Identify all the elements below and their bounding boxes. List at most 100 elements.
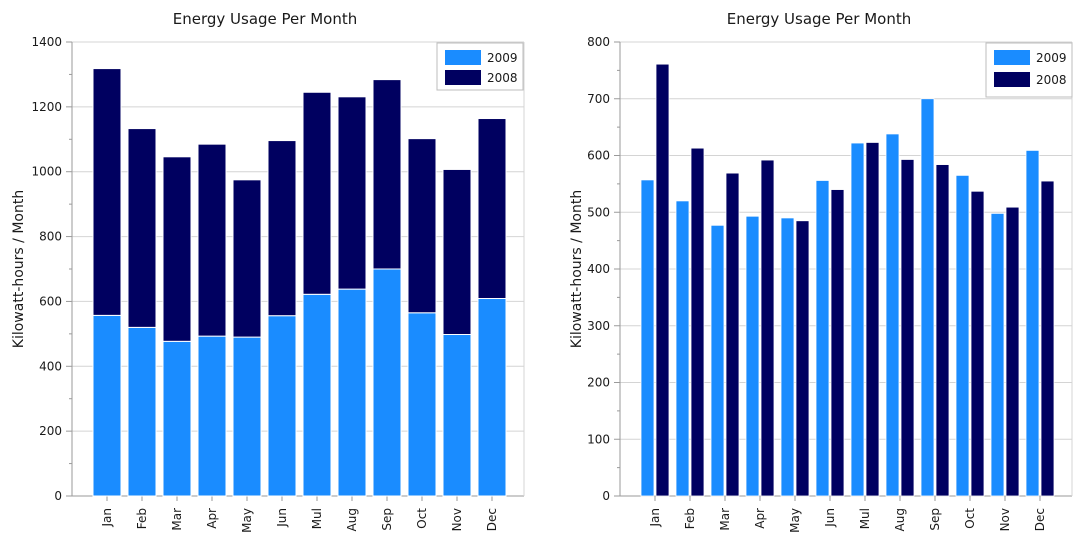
bar-2008-dec (1040, 180, 1055, 497)
bar-2008-jun (830, 189, 845, 497)
bar-2009-may (780, 217, 795, 497)
y-tick-label: 200 (39, 424, 62, 438)
bar-2008-aug (337, 96, 367, 290)
bar-2009-may (232, 336, 262, 497)
legend-swatch-2009 (994, 50, 1030, 65)
bar-2008-jan (655, 63, 670, 497)
bar-2008-sep (372, 79, 402, 270)
bar-2008-mul (302, 91, 332, 295)
x-tick-label: Apr (205, 508, 219, 529)
bar-2009-dec (1025, 149, 1040, 497)
x-tick-label: Jun (823, 508, 837, 528)
bar-2008-jan (92, 68, 122, 316)
bar-2009-jan (640, 179, 655, 497)
bar-2009-jan (92, 314, 122, 497)
x-tick-label: Feb (683, 508, 697, 529)
x-tick-label: Jan (100, 508, 114, 528)
legend-label-2008: 2008 (487, 71, 518, 85)
x-tick-label: Oct (415, 508, 429, 529)
legend: 2009 2008 (985, 42, 1073, 98)
legend-label-2009: 2009 (487, 51, 518, 65)
bar-2008-aug (900, 159, 915, 497)
bar-2008-sep (935, 164, 950, 497)
y-tick-label: 300 (587, 319, 610, 333)
x-tick-label: Nov (450, 508, 464, 531)
x-tick-label: Dec (1033, 508, 1047, 531)
chart-title: Energy Usage Per Month (173, 10, 357, 28)
bar-2008-jun (267, 140, 297, 317)
bar-2009-oct (955, 174, 970, 497)
y-tick-label: 0 (602, 489, 610, 503)
x-tick-label: Aug (893, 508, 907, 531)
y-tick-label: 700 (587, 92, 610, 106)
bar-2008-nov (1005, 206, 1020, 497)
x-tick-label: Sep (380, 508, 394, 531)
bar-2008-may (232, 179, 262, 338)
y-tick-label: 400 (39, 359, 62, 373)
x-tick-label: Feb (135, 508, 149, 529)
bar-2009-mar (710, 224, 725, 497)
bar-2009-apr (745, 215, 760, 497)
bar-2009-nov (442, 334, 472, 497)
legend-swatch-2008 (994, 72, 1030, 87)
legend-swatch-2008 (445, 70, 481, 85)
bar-2008-apr (760, 159, 775, 497)
x-tick-label: Jan (648, 508, 662, 528)
bar-2009-feb (127, 326, 157, 497)
legend-label-2008: 2008 (1036, 73, 1067, 87)
bar-2009-dec (477, 298, 507, 497)
bar-2009-mul (850, 142, 865, 497)
legend-swatch-2009 (445, 50, 481, 65)
bar-2008-mul (865, 142, 880, 497)
x-tick-label: Mar (718, 508, 732, 531)
bar-2009-feb (675, 200, 690, 497)
y-tick-label: 600 (587, 149, 610, 163)
y-tick-label: 0 (54, 489, 62, 503)
x-tick-label: May (240, 508, 254, 533)
y-tick-label: 1000 (31, 165, 62, 179)
x-tick-label: Nov (998, 508, 1012, 531)
bar-2009-mar (162, 340, 192, 497)
y-tick-label: 800 (587, 35, 610, 49)
y-tick-label: 400 (587, 262, 610, 276)
bar-2009-oct (407, 312, 437, 497)
y-tick-label: 500 (587, 205, 610, 219)
chart-title: Energy Usage Per Month (727, 10, 911, 28)
bar-2008-feb (127, 128, 157, 328)
bar-2009-mul (302, 293, 332, 497)
bar-2008-nov (442, 168, 472, 336)
y-axis-title: Kilowatt-hours / Month (11, 190, 27, 348)
grouped-bar-chart: Energy Usage Per Month 0 100 200 300 400 500 60… (569, 10, 1073, 533)
x-tick-label: Mul (858, 508, 872, 529)
bar-2009-jun (267, 315, 297, 497)
bar-2008-mar (725, 172, 740, 497)
bar-2008-may (795, 220, 810, 497)
y-tick-label: 600 (39, 294, 62, 308)
bar-2008-apr (197, 143, 227, 337)
x-tick-label: Mar (170, 508, 184, 531)
bar-2009-jun (815, 180, 830, 497)
y-tick-label: 1200 (31, 100, 62, 114)
y-tick-label: 200 (587, 376, 610, 390)
bar-2008-mar (162, 156, 192, 342)
bar-2008-oct (407, 138, 437, 314)
x-tick-label: Sep (928, 508, 942, 531)
legend: 2009 2008 (436, 42, 524, 91)
x-tick-label: Mul (310, 508, 324, 529)
x-tick-label: Jun (275, 508, 289, 528)
x-tick-label: Apr (753, 508, 767, 529)
x-tick-label: Dec (485, 508, 499, 531)
x-tick-label: Aug (345, 508, 359, 531)
bar-2009-aug (337, 288, 367, 497)
bar-2009-aug (885, 133, 900, 497)
bar-2009-sep (372, 268, 402, 497)
y-tick-label: 100 (587, 432, 610, 446)
y-tick-label: 1400 (31, 35, 62, 49)
bar-2009-sep (920, 98, 935, 497)
y-tick-label: 800 (39, 230, 62, 244)
bar-2008-dec (477, 118, 507, 300)
stacked-bar-chart: Energy Usage Per Month 0 200 400 600 800 1000 1… (11, 10, 525, 533)
x-tick-label: Oct (963, 508, 977, 529)
bar-2009-apr (197, 335, 227, 497)
